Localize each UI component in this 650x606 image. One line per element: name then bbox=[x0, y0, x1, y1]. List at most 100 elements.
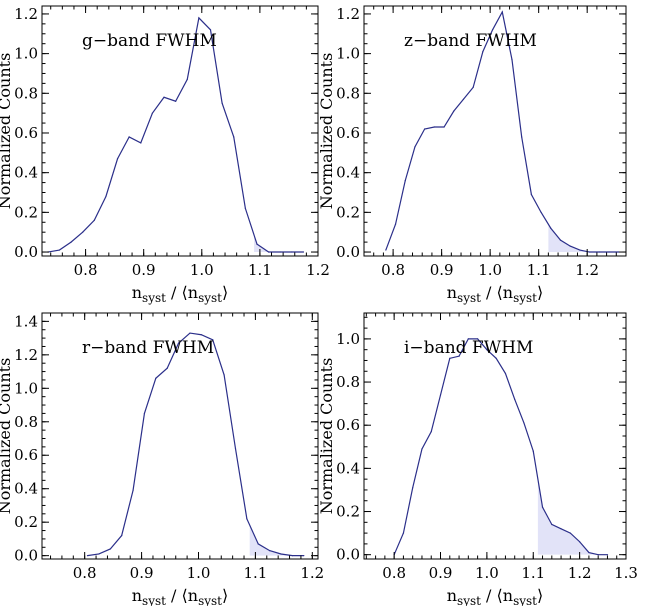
data-point bbox=[569, 532, 571, 534]
data-point bbox=[511, 58, 513, 61]
panel-0: 0.8 0.9 1.0 1.1 1.2 0.0 0.2 0.4 0.6 0.8 1.0 1.2 g−ba… bbox=[0, 5, 330, 305]
x-tick-label: 1.0 bbox=[478, 261, 502, 279]
panel-title: i−band FWHM bbox=[404, 338, 533, 358]
y-tick-label: 0.0 bbox=[14, 243, 38, 261]
data-point bbox=[530, 193, 532, 196]
y-axis-label: Normalized Counts bbox=[0, 358, 14, 515]
y-tick-label: 0.0 bbox=[336, 243, 360, 261]
data-point bbox=[472, 86, 474, 88]
x-axis-label: nsyst / ⟨nsyst⟩ bbox=[132, 586, 229, 606]
data-point bbox=[256, 243, 258, 245]
data-point bbox=[257, 543, 259, 545]
panel-3: 0.8 0.9 1.0 1.1 1.2 1.3 0.0 0.2 0.4 0.6 0.8 1.0 i−ba… bbox=[317, 312, 638, 606]
data-point bbox=[477, 338, 479, 340]
data-point bbox=[302, 251, 305, 253]
data-point bbox=[404, 180, 406, 182]
y-tick-label: 1.2 bbox=[14, 5, 38, 23]
data-point bbox=[58, 249, 61, 251]
data-point bbox=[132, 489, 134, 491]
y-tick-label: 0.2 bbox=[14, 513, 38, 531]
data-point bbox=[121, 534, 123, 537]
data-point bbox=[198, 17, 200, 19]
data-point bbox=[486, 349, 488, 351]
panel-title: g−band FWHM bbox=[82, 31, 217, 51]
data-point bbox=[244, 207, 246, 209]
x-tick-label: 0.8 bbox=[381, 261, 405, 279]
x-tick-label: 0.9 bbox=[132, 261, 156, 279]
data-point bbox=[223, 374, 225, 376]
data-point bbox=[579, 249, 581, 251]
data-point bbox=[482, 51, 484, 53]
data-point bbox=[439, 394, 442, 396]
y-tick-label: 0.0 bbox=[336, 546, 360, 564]
data-point bbox=[540, 211, 542, 213]
x-tick-label: 0.9 bbox=[430, 261, 454, 279]
y-tick-label: 1.0 bbox=[14, 45, 38, 63]
x-axis-label-part: syst bbox=[513, 291, 537, 305]
data-point bbox=[177, 342, 180, 344]
x-tick-label: 1.1 bbox=[243, 564, 267, 582]
data-point bbox=[514, 398, 516, 400]
y-tick-label: 0.4 bbox=[14, 164, 38, 182]
data-point bbox=[559, 239, 562, 241]
x-tick-label: 1.1 bbox=[248, 261, 272, 279]
y-tick-label: 0.4 bbox=[336, 459, 360, 477]
series-line bbox=[47, 16, 304, 253]
x-axis-label-part: n bbox=[132, 283, 142, 302]
series-line bbox=[87, 332, 304, 557]
x-tick-label: 1.2 bbox=[568, 564, 592, 582]
data-point bbox=[233, 136, 235, 138]
data-point bbox=[449, 357, 451, 359]
data-point bbox=[140, 142, 142, 144]
series-line bbox=[393, 338, 608, 556]
x-axis-label-part: syst bbox=[457, 594, 481, 606]
y-tick-label: 0.6 bbox=[14, 446, 38, 464]
panel-2: 0.8 0.9 1.0 1.1 1.2 0.0 0.2 0.4 0.6 0.8 1.0 1.2 1.4 r… bbox=[0, 312, 324, 606]
x-tick-label: 1.3 bbox=[614, 564, 638, 582]
data-point bbox=[412, 487, 414, 489]
data-point bbox=[105, 195, 107, 198]
data-point bbox=[175, 100, 177, 102]
data-point bbox=[424, 128, 426, 130]
x-tick-label: 1.2 bbox=[300, 564, 324, 582]
x-tick-label: 1.2 bbox=[575, 261, 599, 279]
x-axis-label-part: syst bbox=[198, 594, 222, 606]
y-axis-label: Normalized Counts bbox=[317, 358, 336, 515]
x-axis-label-part: n bbox=[447, 283, 457, 302]
x-axis-label: nsyst / ⟨nsyst⟩ bbox=[132, 283, 229, 305]
data-point bbox=[521, 136, 523, 138]
x-tick-label: 1.0 bbox=[190, 261, 214, 279]
y-axis-label: Normalized Counts bbox=[317, 53, 336, 210]
x-axis-label-part: ⟩ bbox=[537, 586, 543, 605]
x-axis-label-part: / ⟨n bbox=[481, 283, 513, 302]
data-point bbox=[588, 551, 590, 554]
panel-1: 0.8 0.9 1.0 1.1 1.2 0.0 0.2 0.4 0.6 0.8 1.0 1.2 z−ba… bbox=[317, 5, 627, 305]
data-point bbox=[98, 553, 100, 555]
data-point bbox=[560, 528, 562, 530]
data-point bbox=[93, 219, 95, 221]
shaded-tail-region bbox=[254, 235, 304, 253]
data-point bbox=[109, 548, 111, 550]
data-point bbox=[491, 29, 494, 31]
data-point bbox=[523, 422, 525, 424]
x-axis-label-part: / ⟨n bbox=[481, 586, 513, 605]
data-point bbox=[116, 158, 119, 160]
x-tick-label: 0.9 bbox=[130, 564, 154, 582]
y-tick-label: 1.0 bbox=[336, 330, 360, 348]
x-axis-label: nsyst / ⟨nsyst⟩ bbox=[447, 283, 544, 305]
data-point bbox=[421, 448, 423, 450]
data-point bbox=[280, 553, 282, 555]
plot-frame bbox=[363, 5, 627, 257]
x-axis-label-part: / ⟨n bbox=[166, 586, 198, 605]
x-axis-label-part: syst bbox=[198, 291, 222, 305]
data-point bbox=[151, 112, 153, 114]
shaded-tail-region bbox=[537, 479, 608, 555]
y-tick-label: 1.2 bbox=[14, 346, 38, 364]
y-axis-label: Normalized Counts bbox=[0, 53, 14, 210]
data-point bbox=[569, 245, 571, 247]
y-tick-label: 0.8 bbox=[336, 84, 360, 102]
y-tick-label: 0.4 bbox=[336, 164, 360, 182]
y-tick-label: 0.0 bbox=[14, 547, 38, 565]
data-point bbox=[394, 223, 397, 225]
x-tick-label: 1.2 bbox=[306, 261, 330, 279]
